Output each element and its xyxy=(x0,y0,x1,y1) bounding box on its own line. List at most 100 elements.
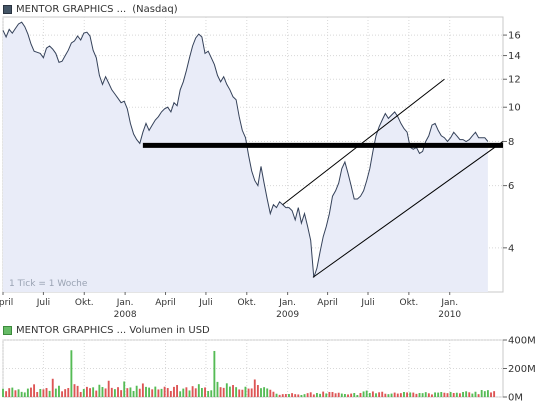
volume-bar xyxy=(238,389,241,397)
volume-bar xyxy=(353,393,356,397)
volume-bar xyxy=(260,388,262,397)
volume-bar xyxy=(228,386,231,397)
volume-bar xyxy=(89,388,91,397)
volume-bar xyxy=(424,392,427,397)
volume-bar xyxy=(446,393,449,397)
volume-bar xyxy=(390,393,393,397)
volume-bar xyxy=(247,388,250,397)
volume-bar xyxy=(294,394,297,397)
volume-bar xyxy=(64,389,67,397)
price-legend-square-icon xyxy=(3,5,12,14)
price-x-year-label: 2010 xyxy=(438,310,461,320)
volume-bar xyxy=(163,386,166,397)
volume-bar xyxy=(14,390,17,397)
volume-legend-square-icon xyxy=(3,326,12,335)
price-x-year-label: 2009 xyxy=(276,310,299,320)
volume-bar xyxy=(126,388,129,397)
volume-bar xyxy=(235,387,238,397)
volume-bar xyxy=(412,392,415,397)
volume-bar xyxy=(241,389,244,397)
volume-bar xyxy=(173,386,175,397)
volume-bar xyxy=(135,385,138,397)
price-x-tick-label: Jan. xyxy=(440,298,458,308)
volume-bar xyxy=(176,385,178,397)
volume-bar xyxy=(365,390,368,397)
volume-bar xyxy=(54,388,57,397)
volume-bar xyxy=(477,394,480,397)
volume-bar xyxy=(334,393,337,397)
price-x-tick-label: Jan. xyxy=(278,298,296,308)
volume-bar xyxy=(148,387,151,397)
volume-bar xyxy=(449,392,452,397)
volume-bar xyxy=(455,392,458,397)
volume-bar xyxy=(337,392,340,397)
volume-bar xyxy=(82,389,85,397)
volume-bar xyxy=(51,378,54,397)
volume-bar xyxy=(350,393,353,397)
price-x-year-label: 2008 xyxy=(114,310,137,320)
volume-bar xyxy=(480,390,483,397)
volume-bar xyxy=(403,392,405,397)
price-line xyxy=(2,21,489,278)
volume-bar xyxy=(278,394,281,397)
volume-bar xyxy=(5,391,8,397)
volume-bar xyxy=(474,391,477,397)
price-x-tick-label: April xyxy=(155,298,176,308)
volume-bar xyxy=(434,392,436,397)
volume-bar xyxy=(141,383,144,397)
price-x-tick-label: Juli xyxy=(198,298,212,308)
volume-bar xyxy=(483,391,486,397)
price-y-tick-label: 16 xyxy=(508,31,521,42)
volume-bar xyxy=(343,394,346,397)
volume-bar xyxy=(387,394,390,397)
price-x-tick-label: Jan. xyxy=(116,298,134,308)
volume-bar xyxy=(291,393,294,397)
volume-bar xyxy=(269,389,272,397)
volume-bar xyxy=(306,393,309,397)
volume-bar xyxy=(76,385,79,397)
volume-bar xyxy=(378,392,381,397)
volume-bar xyxy=(256,385,259,397)
price-y-tick-label: 14 xyxy=(508,51,521,62)
volume-bar xyxy=(17,389,20,397)
price-x-tick-label: Juli xyxy=(36,298,50,308)
volume-bar xyxy=(197,384,200,397)
volume-bar xyxy=(309,392,312,397)
volume-bar xyxy=(409,392,412,397)
volume-bar xyxy=(303,394,306,397)
volume-bar xyxy=(207,391,210,397)
volume-bar xyxy=(191,386,194,397)
volume-bar xyxy=(312,394,315,397)
volume-bar xyxy=(8,388,11,397)
volume-bar xyxy=(204,387,206,397)
volume-bar xyxy=(219,387,222,397)
volume-bar xyxy=(300,395,303,397)
exchange-name: (Nasdaq) xyxy=(132,4,178,15)
volume-bar xyxy=(129,387,132,397)
volume-bar xyxy=(194,388,197,397)
volume-bar xyxy=(2,388,4,397)
volume-bar xyxy=(123,381,126,397)
volume-bar xyxy=(33,384,36,397)
price-chart-header: MENTOR GRAPHICS ... (Nasdaq) xyxy=(3,3,178,16)
volume-bar xyxy=(154,386,157,397)
volume-bar xyxy=(20,391,23,397)
volume-bar xyxy=(399,393,402,397)
volume-bar xyxy=(42,389,45,397)
volume-bar xyxy=(157,389,160,397)
volume-bar xyxy=(58,385,60,397)
volume-bar xyxy=(210,390,213,397)
price-x-tick-label: Okt. xyxy=(75,298,94,308)
volume-bar xyxy=(107,380,110,397)
volume-bar xyxy=(325,393,328,397)
volume-bar xyxy=(232,385,234,397)
volume-bar xyxy=(179,391,182,397)
volume-bar xyxy=(166,388,169,397)
volume-bar xyxy=(45,388,48,397)
price-x-tick-label: Okt. xyxy=(400,298,419,308)
volume-bar xyxy=(26,388,29,397)
volume-bar xyxy=(151,389,154,397)
volume-bar xyxy=(281,394,284,397)
volume-bar xyxy=(222,387,225,397)
